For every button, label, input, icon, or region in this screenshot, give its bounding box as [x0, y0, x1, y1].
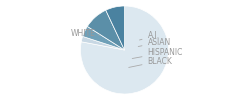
Wedge shape [80, 6, 168, 94]
Wedge shape [87, 10, 125, 50]
Wedge shape [83, 26, 125, 50]
Wedge shape [106, 6, 125, 50]
Text: BLACK: BLACK [129, 56, 172, 67]
Text: ASIAN: ASIAN [138, 38, 171, 47]
Text: WHITE: WHITE [71, 29, 100, 38]
Wedge shape [81, 36, 125, 50]
Text: A.I.: A.I. [139, 32, 160, 40]
Text: HISPANIC: HISPANIC [132, 48, 183, 58]
